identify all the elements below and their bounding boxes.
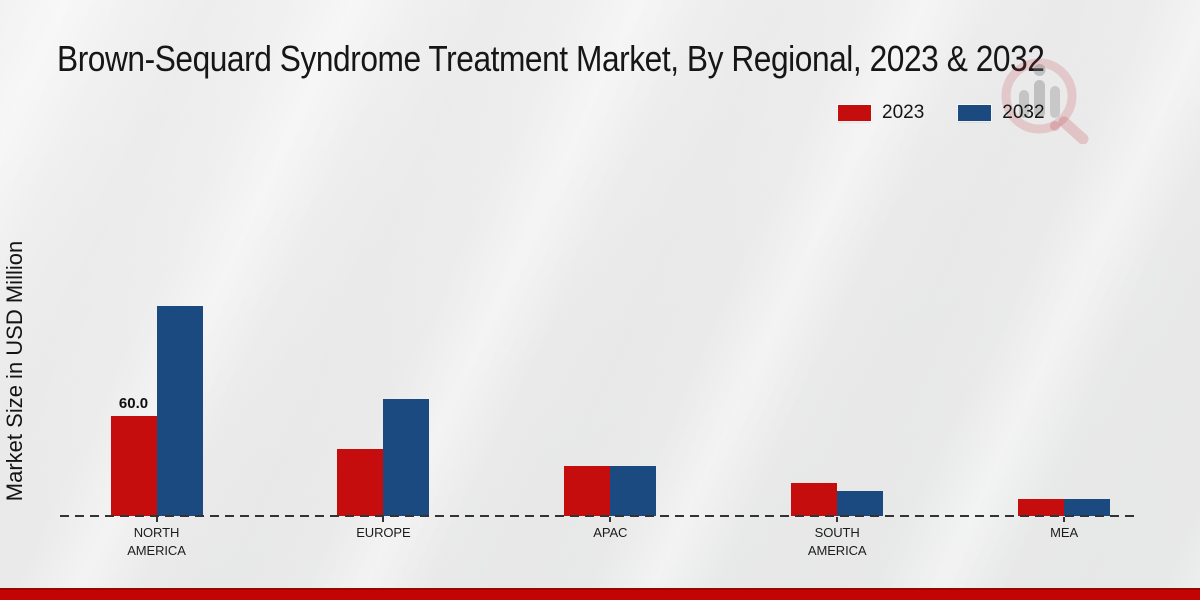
legend-item-2032: 2032 [958, 102, 1045, 124]
x-axis-dashed-baseline [60, 515, 1140, 517]
bar-2032-europe [383, 399, 430, 516]
legend-swatch-2023 [838, 105, 871, 121]
bar-value-label: 60.0 [118, 395, 149, 412]
legend-swatch-2032 [958, 105, 992, 121]
bar-2023-north-america [110, 416, 157, 516]
legend: 2023 2032 [838, 102, 1045, 124]
axis-tick-mea [1063, 517, 1066, 522]
chart-title: Brown-Sequard Syndrome Treatment Market,… [57, 38, 1045, 79]
bar-2023-apac [564, 466, 611, 516]
axis-tick-apac [609, 517, 612, 522]
category-label-europe: EUROPE [356, 525, 411, 540]
axis-tick-north-america [155, 517, 158, 522]
category-label-mea: MEA [1050, 525, 1079, 540]
bar-2032-mea [1064, 499, 1111, 516]
axis-tick-south-america [836, 517, 839, 522]
legend-label-2023: 2023 [882, 102, 925, 123]
bar-2032-north-america [156, 306, 203, 516]
footer-accent-bar [0, 588, 1200, 600]
legend-label-2032: 2032 [1002, 102, 1045, 123]
bar-2023-europe [337, 449, 384, 516]
bar-2032-apac [610, 466, 657, 516]
bar-2032-south-america [837, 491, 884, 516]
category-label-north-america: NORTH AMERICA [127, 525, 186, 558]
axis-tick-europe [382, 517, 385, 522]
legend-item-2023: 2023 [838, 102, 924, 124]
bar-2023-south-america [791, 483, 838, 516]
category-label-south-america: SOUTH AMERICA [807, 525, 867, 558]
category-label-apac: APAC [593, 525, 628, 540]
bar-2023-mea [1018, 499, 1065, 516]
